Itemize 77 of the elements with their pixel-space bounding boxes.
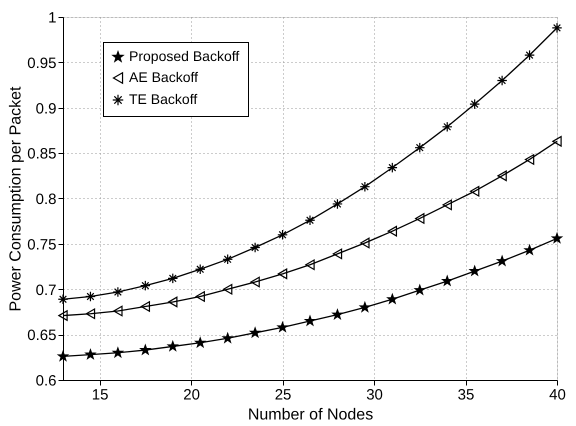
x-tick-label: 25 <box>274 386 292 404</box>
point <box>387 294 398 304</box>
point <box>552 22 562 34</box>
point <box>168 341 178 351</box>
point <box>250 242 260 253</box>
point <box>112 286 124 298</box>
point <box>388 226 398 237</box>
point <box>470 266 480 276</box>
x-tick-label: 35 <box>458 386 474 404</box>
point <box>195 337 206 348</box>
point <box>113 306 123 316</box>
point <box>112 347 123 358</box>
point <box>194 264 206 275</box>
point <box>277 229 288 240</box>
legend-label: AE Backoff <box>129 69 198 85</box>
point <box>332 309 343 320</box>
point <box>222 284 232 295</box>
x-tick-label: 20 <box>183 386 200 404</box>
point <box>414 284 425 295</box>
y-tick-label: 0.95 <box>27 54 56 72</box>
point <box>58 294 68 305</box>
point <box>497 256 508 266</box>
point <box>442 276 452 286</box>
x-tick-label: 30 <box>366 386 383 404</box>
point <box>469 98 480 110</box>
point <box>305 259 315 270</box>
point <box>86 308 96 320</box>
point <box>278 268 288 280</box>
point <box>360 238 370 248</box>
y-tick-label: 0.85 <box>27 146 56 163</box>
legend-label: TE Backoff <box>129 91 198 107</box>
point <box>360 302 370 312</box>
point <box>524 50 535 60</box>
point <box>250 276 260 288</box>
point <box>140 280 151 291</box>
point <box>524 154 534 165</box>
point <box>442 121 453 132</box>
point <box>497 170 507 182</box>
y-axis-title: Power Consumption per Packet <box>7 86 24 312</box>
point <box>277 322 288 332</box>
point <box>196 291 205 302</box>
x-axis-title: Number of Nodes <box>248 406 374 424</box>
point <box>332 248 342 260</box>
point <box>167 273 178 284</box>
point <box>304 316 316 326</box>
point <box>58 310 68 321</box>
point <box>250 327 260 338</box>
point <box>304 214 316 226</box>
point <box>85 349 96 360</box>
point <box>386 162 398 173</box>
point <box>552 233 562 243</box>
y-tick-label: 1 <box>48 10 56 26</box>
legend-label: Proposed Backoff <box>129 48 240 64</box>
y-tick-label: 0.65 <box>27 327 56 344</box>
point <box>524 244 535 255</box>
point <box>442 200 452 210</box>
y-tick-label: 0.8 <box>36 191 56 208</box>
point <box>140 344 150 354</box>
point <box>168 296 178 308</box>
point <box>332 198 343 210</box>
y-tick-label: 0.75 <box>27 236 56 254</box>
point <box>552 136 562 147</box>
point <box>222 332 233 343</box>
x-tick-label: 40 <box>549 386 566 404</box>
x-tick-label: 15 <box>92 386 108 404</box>
point <box>222 254 234 265</box>
point <box>58 351 68 361</box>
point <box>140 301 150 312</box>
point <box>360 181 370 192</box>
y-tick-label: 0.6 <box>36 372 56 390</box>
y-tick-label: 0.9 <box>36 100 56 118</box>
y-tick-label: 0.7 <box>36 282 56 299</box>
point <box>414 142 426 154</box>
point <box>415 213 424 224</box>
point <box>85 291 96 302</box>
point <box>470 186 480 197</box>
point <box>496 75 508 86</box>
